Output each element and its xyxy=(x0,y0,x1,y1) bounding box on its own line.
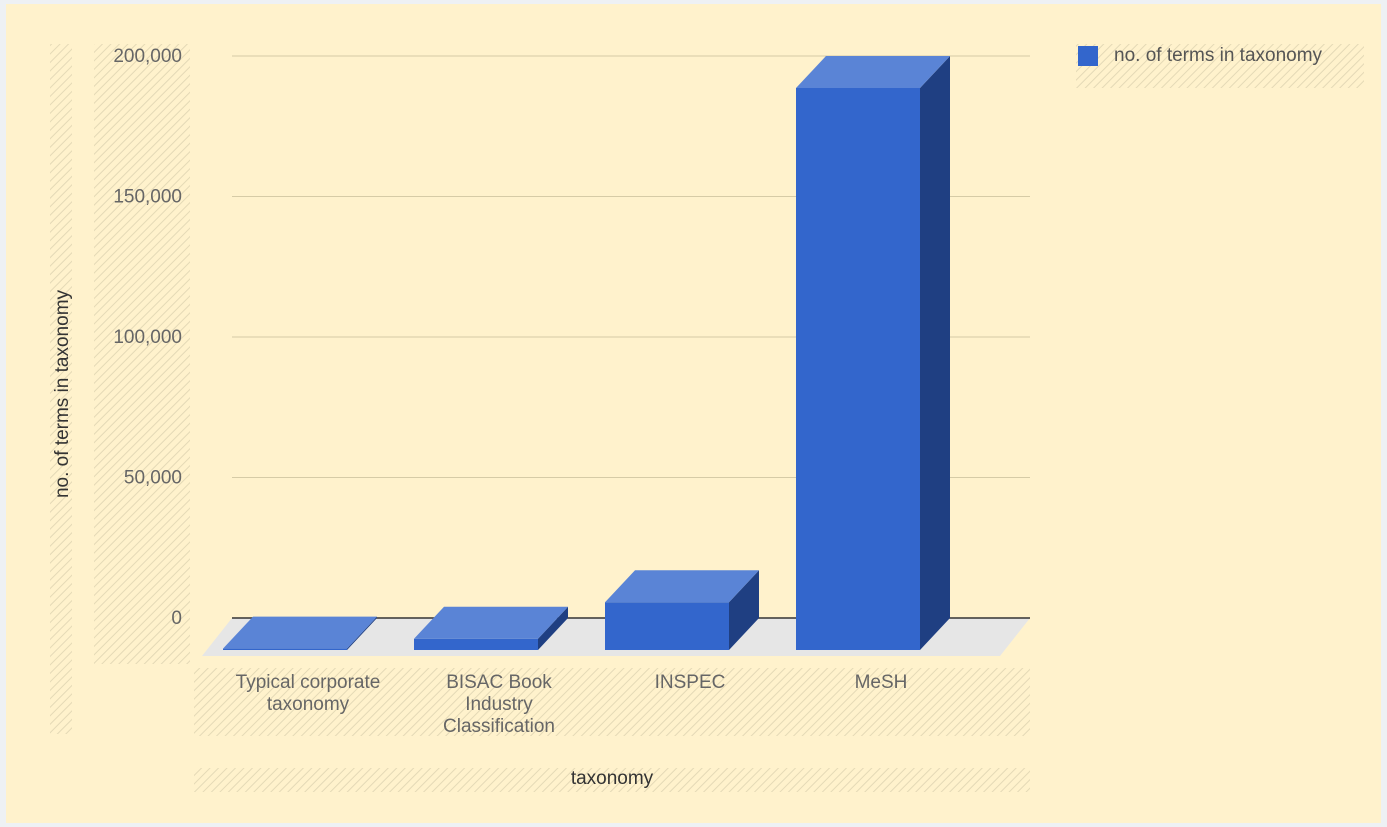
chart-panel: 0 50,000 100,000 150,000 200,000 Typical cor… xyxy=(6,4,1381,823)
legend-area xyxy=(1076,44,1364,88)
bar-mesh xyxy=(796,56,950,650)
legend-label: no. of terms in taxonomy xyxy=(1114,45,1323,66)
bar-series xyxy=(223,56,950,650)
y-tick-label: 0 xyxy=(171,608,182,629)
x-axis-title: taxonomy xyxy=(571,768,654,789)
y-tick-label: 200,000 xyxy=(113,46,182,67)
bar-top xyxy=(796,56,950,88)
bar-typical-corporate-taxonomy xyxy=(223,616,377,650)
x-tick-label: Typical corporate xyxy=(236,672,381,693)
bar-top xyxy=(605,570,759,603)
x-tick-label: INSPEC xyxy=(655,672,726,693)
y-tick-label: 50,000 xyxy=(124,468,182,489)
bar-side xyxy=(538,606,568,650)
bar-front xyxy=(414,638,538,650)
bar-top xyxy=(414,606,568,639)
bar-side xyxy=(920,56,950,650)
bar-front xyxy=(796,88,920,650)
bar-inspec xyxy=(605,570,759,650)
y-axis-title: no. of terms in taxonomy xyxy=(52,289,73,498)
x-tick-area xyxy=(194,668,1030,736)
x-tick-label: taxonomy xyxy=(267,694,350,715)
y-title-area xyxy=(50,44,72,734)
bar-chart: 0 50,000 100,000 150,000 200,000 Typical cor… xyxy=(50,44,1364,792)
legend-swatch xyxy=(1078,46,1098,66)
bar-side xyxy=(729,570,759,650)
y-tick-label: 150,000 xyxy=(113,187,182,208)
y-tick-label: 100,000 xyxy=(113,327,182,348)
y-axis-ticks: 0 50,000 100,000 150,000 200,000 xyxy=(113,46,182,629)
x-tick-label: MeSH xyxy=(855,672,908,693)
x-tick-label: Industry xyxy=(465,694,533,715)
bar-front xyxy=(223,648,347,650)
x-tick-label: Classification xyxy=(443,716,555,737)
legend: no. of terms in taxonomy xyxy=(1078,45,1323,66)
bar-side xyxy=(347,616,377,650)
x-tick-label: BISAC Book xyxy=(446,672,552,693)
bar-front xyxy=(605,602,729,650)
y-tick-area xyxy=(94,44,190,664)
bar-bisac-book-industry-classification xyxy=(414,606,568,650)
x-title-area xyxy=(194,768,1030,792)
bar-top xyxy=(223,616,377,649)
